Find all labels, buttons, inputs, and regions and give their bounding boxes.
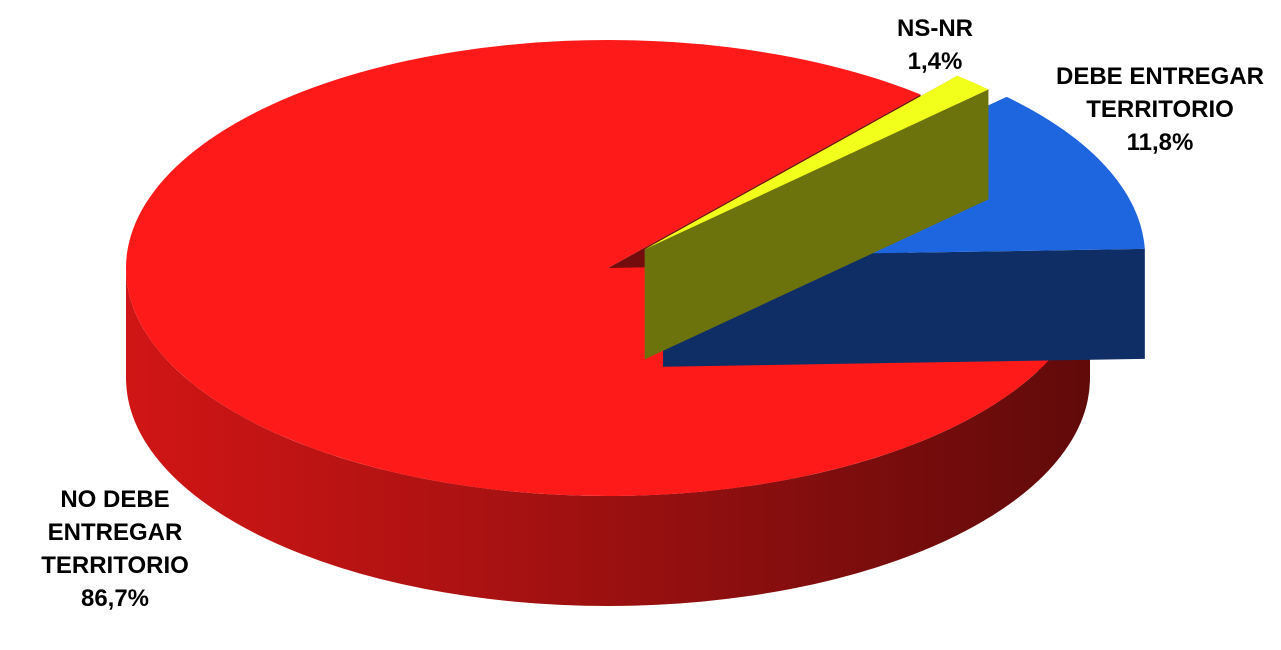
pie-slice-1 bbox=[644, 75, 989, 250]
slice-label-debe-entregar: DEBE ENTREGAR TERRITORIO 11,8% bbox=[1045, 60, 1275, 159]
slice-value-debe-entregar: 11,8% bbox=[1126, 129, 1194, 156]
slice-label-debe-entregar-line-1: DEBE ENTREGAR bbox=[1055, 63, 1265, 90]
pie-slice-side-0 bbox=[126, 268, 1090, 606]
slice-value-no-debe: 86,7% bbox=[80, 585, 150, 612]
slice-label-ns-nr-line-1: NS-NR bbox=[897, 15, 973, 42]
pie-slice-cut-face-1-1 bbox=[644, 89, 989, 360]
pie-slice-group-1 bbox=[644, 75, 989, 360]
slice-label-no-debe-line-1: NO DEBE bbox=[60, 486, 170, 513]
slice-label-no-debe-line-3: TERRITORIO bbox=[41, 552, 189, 579]
slice-value-ns-nr: 1,4% bbox=[907, 48, 963, 75]
slice-label-no-debe-line-2: ENTREGAR bbox=[47, 519, 183, 546]
slice-label-ns-nr: NS-NR 1,4% bbox=[870, 12, 1000, 78]
slice-label-debe-entregar-line-2: TERRITORIO bbox=[1086, 96, 1234, 123]
slice-label-no-debe: NO DEBE ENTREGAR TERRITORIO 86,7% bbox=[20, 483, 210, 615]
pie-slice-0 bbox=[126, 39, 1091, 496]
